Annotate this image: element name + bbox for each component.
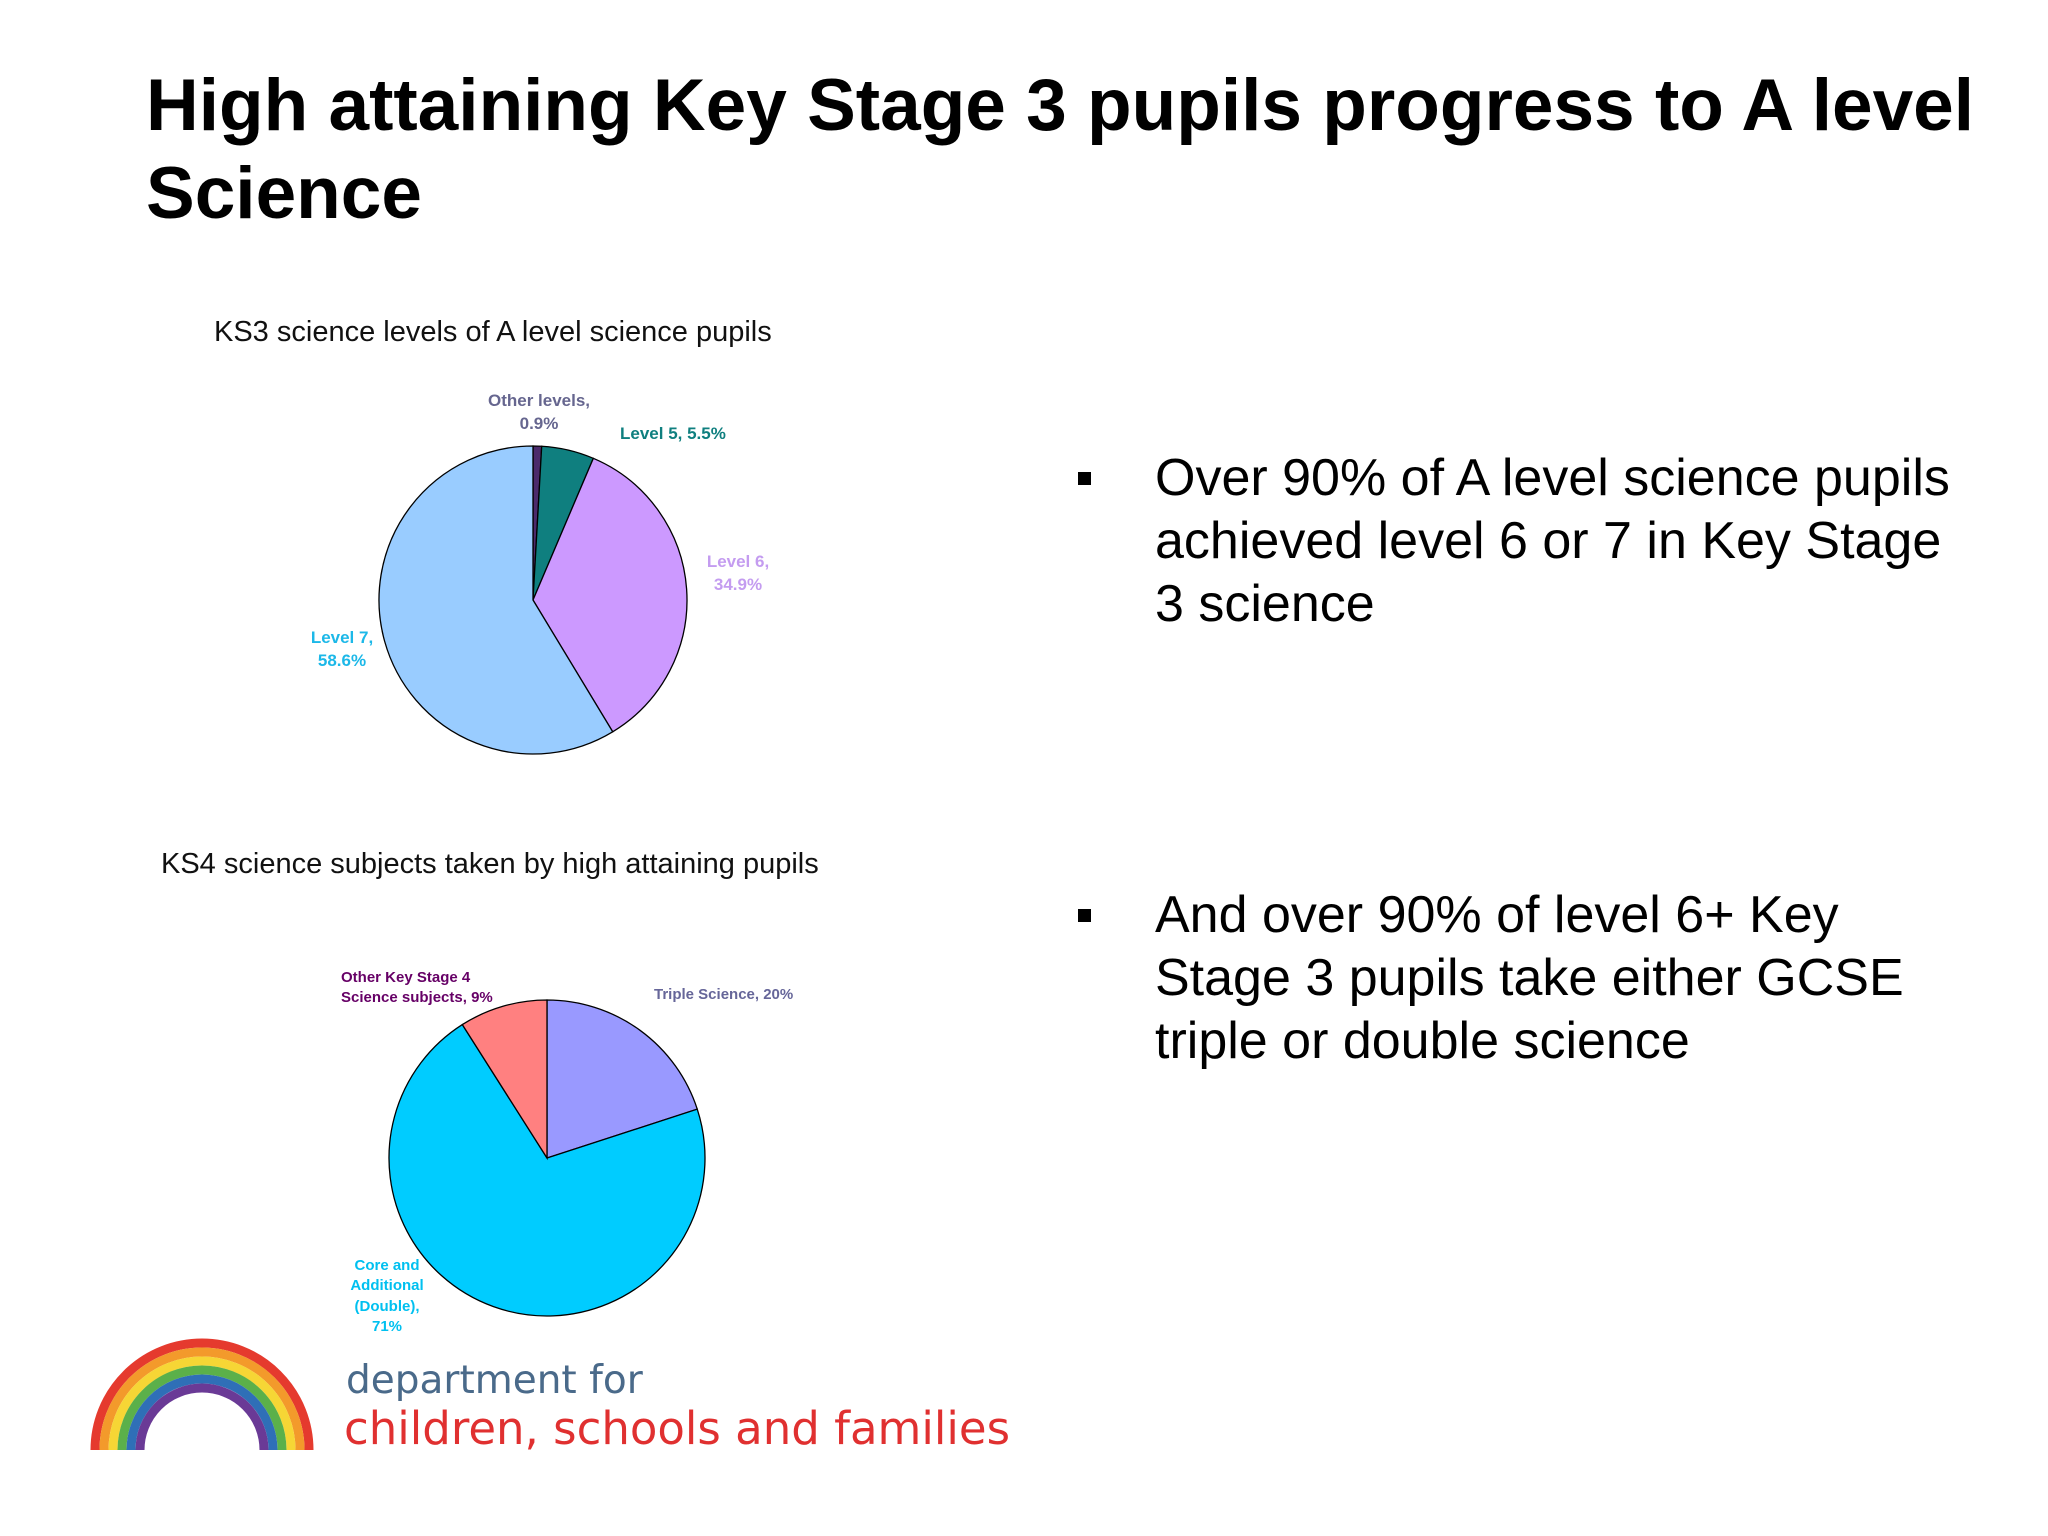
bullet-text: And over 90% of level 6+ Key Stage 3 pup… [1155,886,1904,1070]
slice-label: Core and Additional (Double), 71% [350,1257,424,1335]
pie-slice [546,999,699,1159]
slice-label: Level 7, 58.6% [310,628,374,670]
bullet-marker [1078,909,1091,922]
pie-slice [461,999,548,1161]
logo-rainbow [90,1338,314,1451]
slice-label: Level 6, 34.9% [706,552,770,594]
slide-title: High attaining Key Stage 3 pupils progre… [146,65,1975,234]
slice-label: Triple Science, 20% [654,986,794,1003]
slice-label: Level 5, 5.5% [620,424,726,443]
logo-text: children, schools and families [344,1402,1011,1455]
chart-title: KS4 science subjects taken by high attai… [161,848,819,880]
pie-slice [388,1023,706,1317]
bullet-text: Over 90% of A level science pupils achie… [1155,449,1950,633]
slice-label: Other Key Stage 4 Science subjects, 9% [341,969,493,1007]
bullet-marker [1078,472,1091,485]
slice-label: Other levels, 0.9% [487,391,591,433]
chart-title: KS3 science levels of A level science pu… [214,316,772,348]
logo-text: department for [346,1358,643,1403]
pie-slice [378,445,614,755]
